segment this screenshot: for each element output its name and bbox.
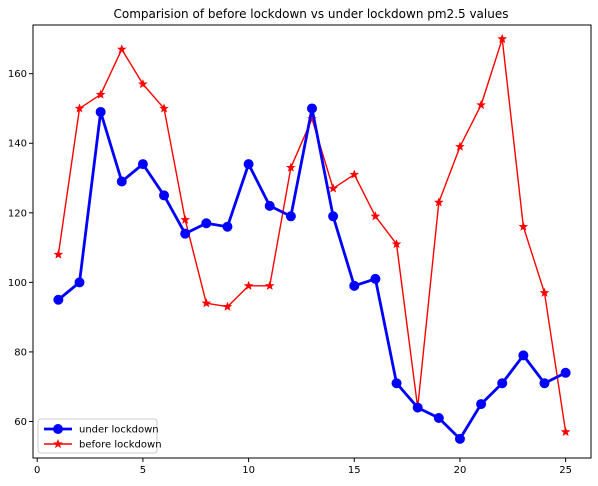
data-point <box>285 211 296 222</box>
data-point <box>264 280 275 290</box>
legend-label: under lockdown <box>79 425 159 436</box>
y-tick-label: 100 <box>8 278 27 289</box>
data-point <box>391 239 402 249</box>
data-point <box>201 298 212 308</box>
x-tick-label: 5 <box>140 465 146 476</box>
data-point <box>539 378 550 389</box>
legend-marker <box>53 438 63 449</box>
legend-marker <box>53 424 63 434</box>
legend: under lockdown before lockdown <box>37 418 162 454</box>
data-point <box>434 197 444 207</box>
chart-title: Comparision of before lockdown vs under … <box>113 7 508 21</box>
data-point <box>328 183 338 193</box>
data-point <box>412 402 423 413</box>
data-point <box>370 211 381 221</box>
legend-label: before lockdown <box>79 440 162 451</box>
data-point <box>222 301 233 311</box>
y-tick-label: 140 <box>8 139 27 150</box>
x-tick-label: 15 <box>348 465 361 476</box>
data-point <box>370 273 381 284</box>
data-point <box>95 106 106 117</box>
x-tick-label: 0 <box>34 465 40 476</box>
data-point <box>53 249 64 259</box>
x-tick-label: 20 <box>454 465 467 476</box>
data-point <box>518 350 529 361</box>
data-point <box>328 211 339 222</box>
data-point <box>286 162 296 172</box>
y-tick-label: 60 <box>14 417 27 428</box>
data-point <box>349 169 360 179</box>
series-under-lockdown <box>53 103 571 444</box>
data-point <box>476 399 487 410</box>
y-tick-label: 160 <box>8 69 27 80</box>
x-tick-label: 10 <box>242 465 255 476</box>
data-point <box>159 190 170 201</box>
data-point <box>243 280 254 290</box>
series-group <box>53 33 571 444</box>
data-point <box>95 89 106 99</box>
data-point <box>518 221 529 231</box>
data-point <box>116 44 127 54</box>
series-line <box>57 107 567 441</box>
data-point <box>201 218 212 229</box>
data-point <box>137 159 148 170</box>
data-point <box>264 200 275 211</box>
data-point <box>222 221 233 232</box>
series-line <box>57 38 567 433</box>
data-point <box>307 103 317 114</box>
data-point <box>455 141 465 151</box>
data-point <box>560 426 571 436</box>
data-point <box>391 378 402 389</box>
data-point <box>539 287 550 297</box>
y-tick-label: 80 <box>14 347 27 358</box>
data-point <box>433 413 444 424</box>
data-point <box>454 433 465 444</box>
data-point <box>497 33 508 43</box>
plot-frame <box>32 24 592 459</box>
y-tick-label: 120 <box>8 208 27 219</box>
data-point <box>180 214 190 224</box>
data-point <box>74 277 85 288</box>
x-tick-label: 25 <box>559 465 572 476</box>
data-point <box>180 228 191 239</box>
data-point <box>138 79 148 89</box>
data-point <box>116 176 127 187</box>
data-point <box>74 103 85 113</box>
data-point <box>476 99 486 110</box>
data-point <box>243 159 254 170</box>
data-point <box>159 103 169 113</box>
data-point <box>349 280 360 291</box>
data-point <box>53 294 64 305</box>
series-before-lockdown <box>53 33 571 436</box>
data-point <box>560 367 571 378</box>
data-point <box>497 378 508 389</box>
axes: 0 5 10 15 20 25 60 80 100 120 140 160 <box>8 24 592 476</box>
